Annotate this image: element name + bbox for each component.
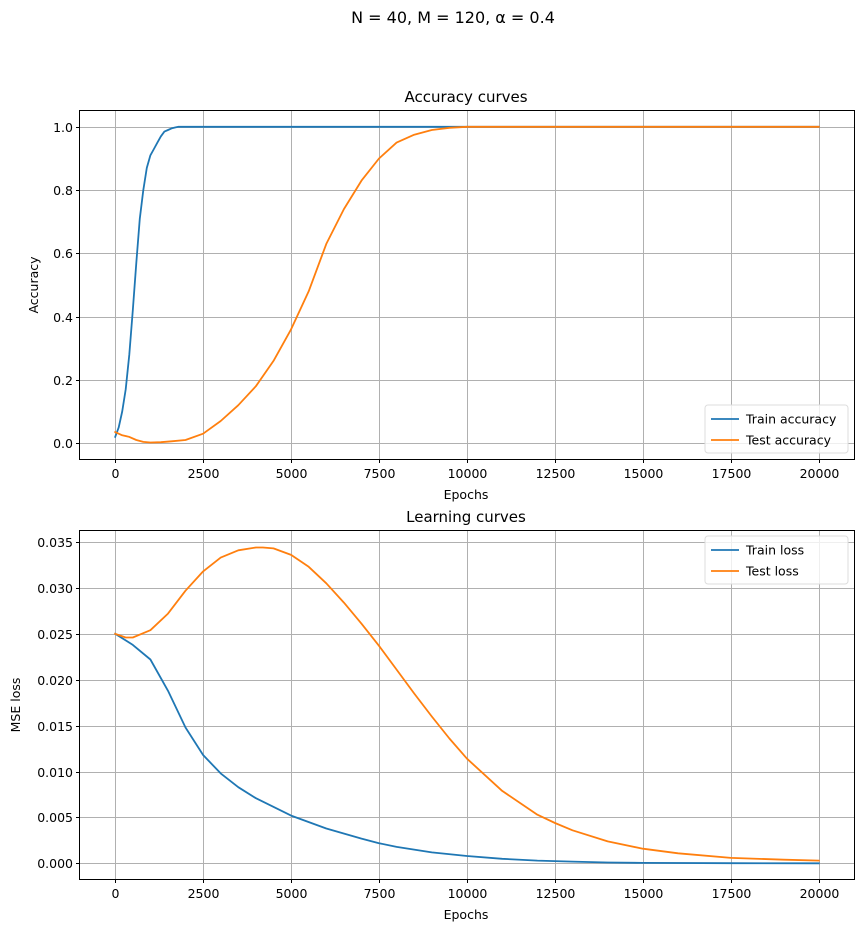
- loss-y-tick-label: 0.025: [37, 627, 73, 642]
- loss-grid: [80, 531, 854, 879]
- loss-x-tick-label: 0: [112, 886, 120, 901]
- accuracy-x-tick-label: 15000: [624, 466, 664, 481]
- loss-legend-label: Train loss: [745, 543, 804, 558]
- accuracy-series-test-accuracy: [114, 125, 820, 444]
- accuracy-legend: Train accuracy Test accuracy: [704, 404, 849, 454]
- accuracy-x-tick-label: 2500: [188, 466, 220, 481]
- loss-x-axis-label: Epochs: [444, 907, 489, 922]
- loss-x-tick-label: 20000: [800, 886, 840, 901]
- accuracy-x-tick-label: 12500: [536, 466, 576, 481]
- loss-x-tick-label: 5000: [276, 886, 308, 901]
- loss-legend: Train loss Test loss: [704, 535, 849, 585]
- loss-chart: Learning curves 0 2500 5000 7500 10000 12500 1…: [8, 508, 855, 922]
- accuracy-x-tick-label: 7500: [364, 466, 396, 481]
- accuracy-chart: Accuracy curves 0 2500 5000 7500 10000 12500 1…: [26, 88, 855, 502]
- loss-series-test-loss: [114, 546, 820, 862]
- loss-ticks: 0 2500 5000 7500 10000 12500 15000 17500 20000 0.…: [37, 535, 839, 901]
- loss-x-tick-label: 10000: [448, 886, 488, 901]
- accuracy-x-axis-label: Epochs: [444, 487, 489, 502]
- loss-y-tick-label: 0.020: [37, 673, 73, 688]
- loss-series-train-loss: [113, 632, 820, 865]
- accuracy-legend-label: Test accuracy: [745, 433, 832, 448]
- loss-legend-box: [704, 535, 849, 585]
- accuracy-legend-box: [704, 404, 849, 454]
- loss-x-tick-label: 7500: [364, 886, 396, 901]
- accuracy-y-tick-label: 0.8: [53, 183, 73, 198]
- loss-y-tick-label: 0.005: [37, 810, 73, 825]
- accuracy-x-tick-label: 10000: [448, 466, 488, 481]
- accuracy-y-tick-label: 0.0: [53, 436, 73, 451]
- loss-x-tick-label: 17500: [712, 886, 752, 901]
- accuracy-y-tick-label: 1.0: [53, 120, 73, 135]
- loss-y-tick-label: 0.000: [37, 856, 73, 871]
- loss-chart-title: Learning curves: [406, 508, 526, 526]
- loss-y-tick-label: 0.030: [37, 581, 73, 596]
- loss-x-tick-label: 2500: [188, 886, 220, 901]
- loss-y-tick-label: 0.010: [37, 765, 73, 780]
- loss-legend-label: Test loss: [745, 564, 799, 579]
- accuracy-y-tick-label: 0.4: [53, 310, 73, 325]
- accuracy-x-tick-label: 0: [112, 466, 120, 481]
- figure-suptitle: N = 40, M = 120, α = 0.4: [351, 8, 555, 27]
- loss-y-tick-label: 0.035: [37, 535, 73, 550]
- loss-x-tick-label: 15000: [624, 886, 664, 901]
- loss-y-axis-label: MSE loss: [8, 678, 23, 733]
- accuracy-x-tick-label: 5000: [276, 466, 308, 481]
- accuracy-legend-label: Train accuracy: [745, 412, 837, 427]
- loss-x-tick-label: 12500: [536, 886, 576, 901]
- accuracy-y-tick-label: 0.2: [53, 373, 73, 388]
- accuracy-ticks: 0 2500 5000 7500 10000 12500 15000 17500 20000 0.…: [53, 120, 839, 481]
- accuracy-series: [114, 125, 820, 444]
- accuracy-x-tick-label: 20000: [800, 466, 840, 481]
- accuracy-y-tick-label: 0.6: [53, 246, 73, 261]
- accuracy-series-train-accuracy: [114, 125, 820, 439]
- loss-y-tick-label: 0.015: [37, 719, 73, 734]
- accuracy-x-tick-label: 17500: [712, 466, 752, 481]
- loss-series: [113, 546, 820, 865]
- accuracy-y-axis-label: Accuracy: [26, 256, 41, 314]
- accuracy-chart-title: Accuracy curves: [404, 88, 527, 106]
